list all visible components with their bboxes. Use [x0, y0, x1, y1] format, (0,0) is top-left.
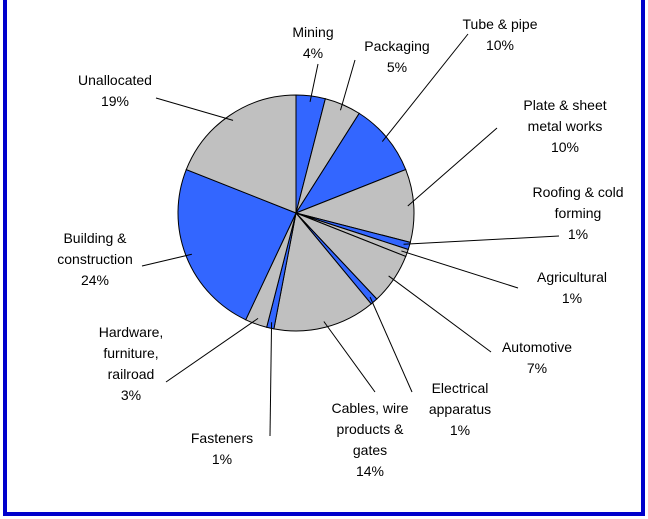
value-label: 10% — [485, 37, 515, 53]
category-label: Plate & sheet metal works — [523, 97, 607, 134]
slice-label: Cables, wire products & gates 14% — [325, 398, 415, 482]
value-label: 3% — [120, 387, 142, 403]
value-label: 10% — [550, 139, 580, 155]
pie-slice — [185, 94, 297, 214]
value-label: 7% — [526, 360, 548, 376]
category-label: Roofing & cold forming — [532, 184, 624, 221]
category-label: Tube & pipe — [462, 16, 538, 32]
slice-label: Hardware, furniture, railroad 3% — [86, 322, 176, 406]
category-label: Cables, wire products & gates — [331, 400, 409, 458]
category-label: Electrical apparatus — [428, 380, 492, 417]
category-label: Packaging — [364, 38, 430, 54]
leader-line — [388, 275, 492, 353]
pie-slice — [294, 168, 415, 243]
category-label: Building & construction — [57, 230, 133, 267]
leader-line — [340, 59, 356, 111]
slice-label: Packaging 5% — [352, 36, 442, 78]
value-label: 19% — [100, 93, 130, 109]
category-label: Fasteners — [190, 430, 254, 446]
pie-slice — [177, 168, 297, 321]
value-label: 1% — [567, 226, 589, 242]
value-label: 5% — [386, 59, 408, 75]
leader-line — [155, 97, 234, 121]
slice-label: Roofing & cold forming 1% — [513, 182, 643, 245]
slice-label: Unallocated 19% — [65, 70, 165, 112]
leader-line — [269, 322, 273, 437]
value-label: 14% — [355, 463, 385, 479]
value-label: 1% — [211, 451, 233, 467]
category-label: Mining — [292, 24, 334, 40]
slice-label: Plate & sheet metal works 10% — [505, 95, 625, 158]
chart-frame — [3, 0, 645, 516]
value-label: 24% — [80, 272, 110, 288]
value-label: 4% — [302, 45, 324, 61]
pie-slice — [294, 112, 407, 215]
slice-label: Electrical apparatus 1% — [410, 378, 510, 441]
pie-slice — [273, 211, 372, 332]
category-label: Automotive — [501, 339, 573, 355]
category-label: Agricultural — [536, 269, 608, 285]
category-label: Unallocated — [78, 72, 152, 88]
leader-line — [369, 296, 413, 393]
slice-label: Building & construction 24% — [40, 228, 150, 291]
leader-line — [403, 235, 560, 245]
slice-label: Fasteners 1% — [177, 428, 267, 470]
slice-label: Tube & pipe 10% — [450, 14, 550, 56]
leader-line — [381, 33, 469, 142]
leader-line — [309, 63, 319, 102]
slice-label: Mining 4% — [273, 22, 353, 64]
leader-line — [407, 127, 498, 207]
leader-line — [401, 250, 519, 289]
slice-label: Automotive 7% — [482, 337, 592, 379]
leader-line — [323, 321, 376, 393]
value-label: 1% — [449, 422, 471, 438]
slice-label: Agricultural 1% — [517, 267, 627, 309]
category-label: Hardware, furniture, railroad — [98, 324, 164, 382]
leader-line — [165, 317, 259, 383]
value-label: 1% — [561, 290, 583, 306]
leader-line — [141, 253, 192, 267]
